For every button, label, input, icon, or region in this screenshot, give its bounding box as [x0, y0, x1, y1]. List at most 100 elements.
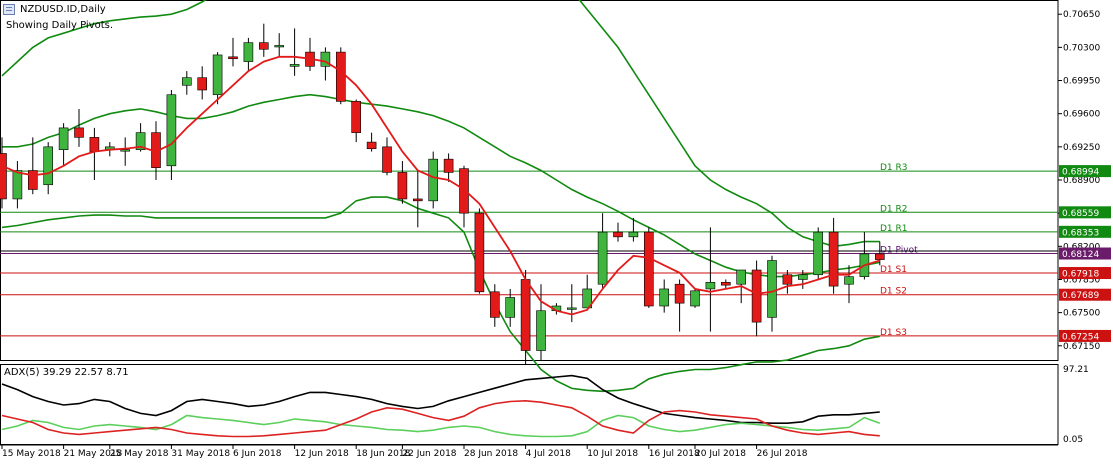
candle-body [89, 137, 100, 152]
pivot-price-tag [1059, 165, 1111, 178]
candle-body [135, 132, 146, 150]
candle-body [366, 141, 377, 150]
bollinger-lower-line [1, 196, 880, 393]
pivot-price-tag-text: 0.68124 [1062, 250, 1099, 260]
adx-main-line [1, 374, 880, 425]
pivot-price-tag [1059, 206, 1111, 219]
candle-body [520, 279, 531, 351]
adx-pane-frame [0, 364, 1059, 445]
pivot-level-label: D1 S1 [880, 265, 907, 275]
pivot-price-tag-text: 0.67918 [1062, 270, 1099, 280]
pivot-level-label: D1 Pivot [880, 246, 918, 256]
candle-body [120, 149, 130, 152]
candle-body [643, 231, 654, 307]
candle-body [228, 56, 238, 60]
candle-body [74, 127, 84, 138]
candle-body [12, 170, 23, 200]
pivot-price-tag [1059, 288, 1111, 301]
candle-body [813, 231, 824, 276]
candle-body [489, 291, 500, 318]
bollinger-middle-line [2, 93, 880, 278]
pivot-level-label: D1 R2 [880, 204, 908, 214]
candle-body [674, 283, 685, 304]
time-axis-label: 10 Jul 2018 [587, 449, 638, 459]
candle-body [351, 101, 362, 133]
price-axis-label: 0.67850 [1063, 275, 1100, 285]
price-axis-label: 0.68200 [1063, 242, 1100, 252]
candle-body [166, 94, 177, 167]
pivot-price-tag [1059, 267, 1111, 280]
price-axis-label: 0.67150 [1063, 342, 1100, 352]
candle-body [659, 288, 670, 307]
candle-body [690, 290, 700, 307]
candle-body [797, 274, 808, 280]
candle-body [289, 64, 300, 67]
bollinger-upper-line [1, 0, 880, 248]
candle-body [705, 282, 716, 290]
candle-body [412, 198, 423, 202]
moving-average-line [1, 55, 881, 316]
adx-axis-label: 0.05 [1063, 435, 1083, 445]
candle-body [582, 288, 593, 309]
candle-body [382, 146, 392, 173]
price-axis-label: 0.69600 [1063, 110, 1100, 120]
candle-body [443, 158, 454, 173]
candle-body [397, 172, 408, 200]
time-axis-label: 16 Jul 2018 [649, 449, 700, 459]
candle-body [751, 269, 762, 323]
symbol-title: NZDUSD.ID,Daily [20, 4, 106, 15]
pivot-price-tag-text: 0.68353 [1062, 228, 1099, 238]
candle-body [258, 42, 269, 50]
adx-minus-di-line [1, 399, 880, 438]
adx-indicator-label: ADX(5) 39.29 22.57 8.71 [4, 367, 129, 378]
candle-body [720, 282, 731, 286]
pivot-price-tag-text: 0.68559 [1062, 209, 1099, 219]
price-axis-label: 0.70650 [1063, 10, 1100, 20]
candle-body [566, 307, 577, 310]
time-axis-label: 6 Jun 2018 [233, 449, 282, 459]
time-axis-label: 25 May 2018 [110, 449, 169, 459]
candle-body [459, 168, 469, 214]
price-axis-label: 0.70300 [1063, 43, 1100, 53]
candle-body [782, 274, 793, 285]
candle-body [736, 269, 747, 285]
candle-body [767, 260, 777, 318]
candle-body [844, 276, 854, 285]
candle-body [874, 253, 885, 260]
time-axis-label: 28 Jun 2018 [464, 449, 518, 459]
time-axis-label: 4 Jul 2018 [526, 449, 571, 459]
candle-body [197, 77, 207, 91]
price-axis-label: 0.67500 [1063, 309, 1100, 319]
price-axis-label: 0.69250 [1063, 143, 1100, 153]
time-axis-label: 22 Jun 2018 [402, 449, 456, 459]
time-axis-label: 18 Jun 2018 [356, 449, 410, 459]
pivot-price-tag [1059, 329, 1111, 342]
candle-body [43, 146, 54, 186]
pivot-price-tag-text: 0.68994 [1062, 168, 1099, 178]
adx-axis-label: 97.21 [1063, 365, 1089, 375]
time-axis-label: 21 May 2018 [64, 449, 123, 459]
candle-body [536, 310, 546, 351]
pivot-level-label: D1 S3 [880, 328, 907, 338]
pivot-price-tag [1059, 247, 1111, 260]
pivot-price-tag-text: 0.67254 [1062, 332, 1099, 342]
candle-body [182, 77, 192, 86]
candle-body [335, 51, 346, 102]
candle-body [243, 42, 254, 62]
time-axis-label: 15 May 2018 [2, 449, 61, 459]
pivot-level-label: D1 S2 [880, 287, 907, 297]
pivot-subtitle: Showing Daily Pivots. [6, 20, 114, 31]
chart-window-icon[interactable] [3, 4, 15, 15]
time-axis-label: 26 Jul 2018 [757, 449, 808, 459]
price-axis-label: 0.68900 [1063, 176, 1100, 186]
time-axis-label: 20 Jul 2018 [695, 449, 746, 459]
price-axis-label: 0.69950 [1063, 77, 1100, 87]
time-axis-label: 12 Jun 2018 [295, 449, 349, 459]
pivot-level-label: D1 R1 [880, 224, 908, 234]
time-axis-label: 31 May 2018 [171, 449, 230, 459]
candle-body [474, 212, 485, 293]
pivot-price-tag-text: 0.67689 [1062, 291, 1099, 301]
candle-body [613, 231, 623, 238]
candle-body [505, 297, 516, 318]
pivot-level-label: D1 R3 [880, 163, 908, 173]
